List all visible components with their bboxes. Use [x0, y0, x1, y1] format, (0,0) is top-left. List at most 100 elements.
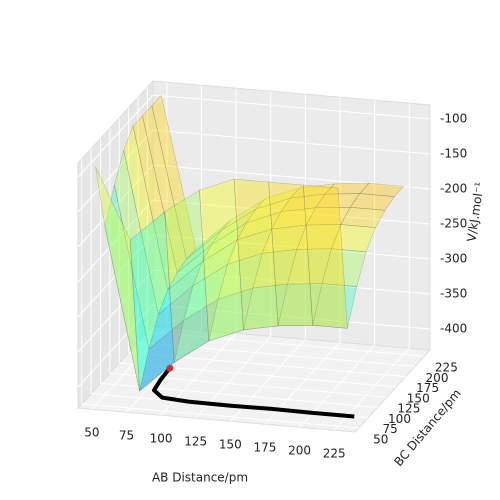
surface-cell	[157, 260, 204, 316]
x-tick-label: 150	[219, 438, 242, 452]
z-grid-line	[77, 199, 431, 283]
y-tick-label: 225	[435, 361, 458, 375]
surface-cell	[208, 287, 254, 342]
z-grid-line	[77, 129, 431, 213]
surface-cell	[287, 248, 332, 285]
x-grid-line	[91, 82, 168, 410]
surface-cell	[236, 211, 282, 241]
x-tick-label: 75	[119, 429, 134, 443]
surface-cell	[164, 189, 210, 363]
surface-cell	[358, 183, 405, 197]
left-pane	[77, 79, 154, 410]
surface-cell	[303, 184, 348, 329]
x-tick-label: 50	[84, 426, 99, 440]
y-grid-line	[81, 158, 359, 429]
surface-cell	[201, 221, 248, 263]
surface-cell	[217, 252, 263, 300]
y-grid-line	[109, 128, 387, 398]
surface-cell	[186, 220, 231, 260]
surface-cell	[349, 193, 395, 211]
z-tick-label: -150	[440, 147, 467, 161]
z-grid-line	[77, 304, 431, 388]
surface-cell	[132, 115, 178, 291]
surface-cell	[261, 224, 307, 254]
surface-cell	[312, 283, 358, 329]
z-tick-label: -400	[440, 322, 467, 336]
y-tick-label: 125	[397, 402, 420, 416]
surface-cell	[199, 178, 244, 342]
surface-cell	[151, 94, 197, 260]
surface-cell	[296, 224, 342, 250]
surface-cell	[142, 104, 187, 274]
surface-cell	[167, 244, 212, 291]
y-grid-line	[118, 117, 397, 388]
z-tick-label: -100	[440, 112, 467, 126]
x-grid-line	[126, 85, 202, 413]
surface-cell	[331, 224, 376, 253]
surface-cell	[192, 239, 238, 287]
surface-cell	[252, 249, 298, 289]
surface-cell	[211, 208, 256, 245]
x-grid-line	[264, 97, 341, 425]
surface-cell	[123, 125, 169, 316]
x-grid-line	[229, 94, 306, 422]
x-tick-label: 225	[323, 447, 346, 461]
surface-cell	[289, 183, 336, 199]
z-tick-label: -350	[440, 287, 467, 301]
surface-cell	[277, 283, 323, 327]
x-grid-line	[333, 103, 410, 431]
surface-cell	[271, 207, 317, 230]
surface-cell	[243, 283, 288, 331]
surface-cell	[220, 198, 266, 231]
surface-cell	[95, 166, 140, 391]
trajectory	[152, 366, 355, 419]
surface-cell	[114, 150, 159, 350]
x-grid-line	[160, 88, 237, 416]
y-grid-line	[146, 87, 425, 357]
x-tick-label: 125	[184, 435, 207, 449]
surface-cell	[305, 207, 351, 226]
z-grid-line	[77, 234, 431, 318]
y-grid-line	[100, 138, 378, 408]
z-grid-line	[77, 269, 431, 353]
y-tick-label: 75	[382, 422, 397, 436]
z-tick-label: -300	[440, 252, 467, 266]
surface-cell	[183, 263, 229, 322]
x-grid-line	[299, 100, 376, 428]
y-tick-label: 175	[416, 381, 439, 395]
z-grid-line	[77, 94, 431, 178]
surface-cell	[227, 228, 273, 265]
surface-cell	[104, 185, 150, 391]
surface-cell	[176, 230, 222, 274]
y-tick-label: 150	[407, 391, 430, 405]
y-tick-label: 200	[426, 371, 449, 385]
z-tick-label: -250	[440, 217, 467, 231]
surface-cell	[148, 285, 194, 350]
surface-cell	[129, 210, 175, 392]
x-tick-label: 100	[150, 432, 173, 446]
y-grid-line	[128, 107, 406, 378]
z-tick-label: -200	[440, 182, 467, 196]
z-grid-line	[77, 164, 431, 248]
axes-panes	[76, 79, 432, 433]
surface-cell	[139, 319, 185, 392]
y-tick-label: 100	[388, 412, 411, 426]
surface-cell	[268, 181, 314, 327]
surface-cell	[324, 183, 370, 195]
x-tick-label: 200	[288, 444, 311, 458]
surface-cell	[233, 178, 279, 331]
surface-cell	[173, 298, 219, 363]
surface-cell	[254, 187, 301, 210]
x-axis-label: AB Distance/pm	[152, 471, 248, 485]
x-grid-line	[195, 91, 272, 419]
surface-cell	[280, 193, 326, 213]
surface-cell	[245, 197, 292, 224]
surface-cell	[321, 248, 367, 287]
surface-cell	[340, 207, 386, 228]
y-grid-line	[137, 97, 416, 367]
z-axis-label: V/kJ.mol⁻¹	[464, 181, 486, 243]
y-tick-label: 50	[373, 432, 388, 446]
x-tick-label: 175	[254, 441, 277, 455]
surface-cell	[315, 193, 361, 209]
